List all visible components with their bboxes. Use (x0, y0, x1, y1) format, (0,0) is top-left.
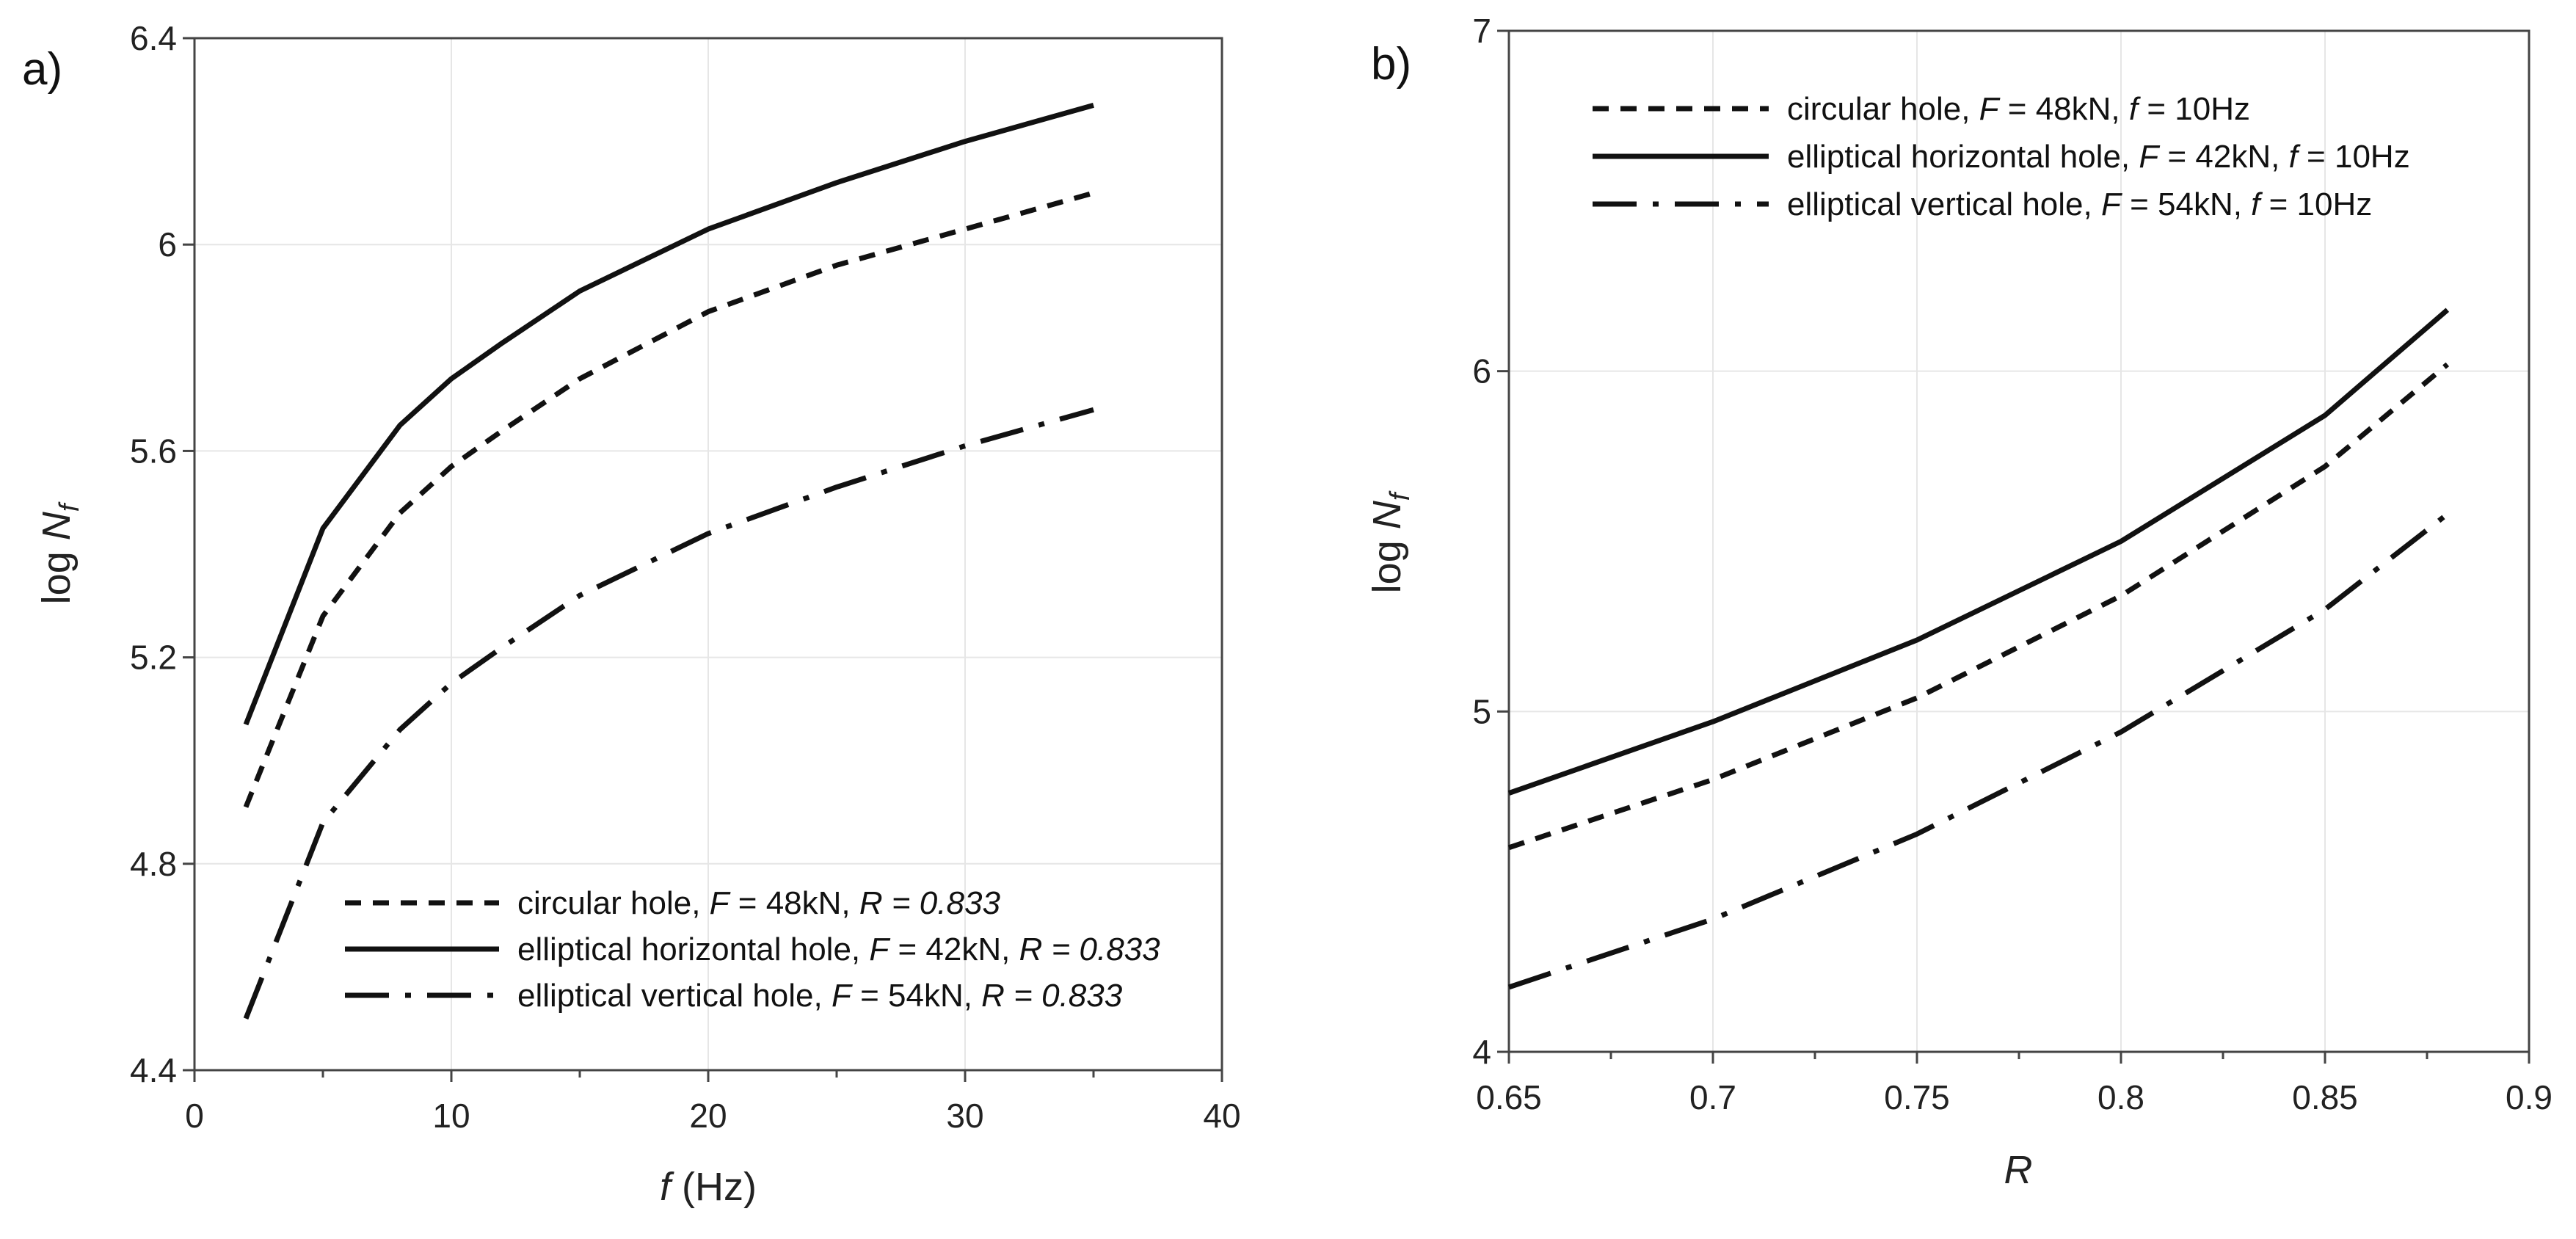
y-tick-label: 6.4 (130, 19, 177, 57)
series-line-elliptical-horizontal-hole (243, 103, 1094, 726)
x-tick-label: 0.7 (1689, 1078, 1736, 1116)
y-tick-label: 6 (1472, 352, 1491, 390)
y-tick-label: 7 (1472, 12, 1491, 50)
legend-label: elliptical vertical hole, F = 54kN, f = … (1787, 186, 2372, 222)
x-axis-label: f (Hz) (660, 1165, 757, 1209)
plot-frame (1507, 29, 2530, 1053)
y-tick-label: 6 (158, 225, 177, 264)
legend: circular hole, F = 48kN, R = 0.833 ellipt… (345, 885, 1160, 1014)
legend-label: elliptical vertical hole, F = 54kN, R = … (517, 978, 1123, 1014)
y-tick-label: 5 (1472, 692, 1491, 730)
legend-label: circular hole, F = 48kN, f = 10Hz (1787, 91, 2250, 127)
series-line-elliptical-horizontal-hole (1507, 308, 2450, 796)
legend: circular hole, F = 48kN, f = 10Hz ellipti… (1593, 91, 2410, 222)
y-tick-label: 4 (1472, 1033, 1491, 1071)
y-tick-label: 4.4 (130, 1051, 177, 1089)
x-tick-label: 0.9 (2506, 1078, 2553, 1116)
chart-a: 0 10 20 30 40 4.4 4.8 5.2 5.6 6 6.4 circular hole, … (22, 19, 1241, 1209)
x-tick-label: 10 (432, 1097, 470, 1135)
series-line-circular-hole (243, 190, 1094, 808)
chart-b: 0.65 0.7 0.75 0.8 0.85 0.9 4 5 6 7 circular hole, … (1365, 12, 2553, 1192)
x-tick-label: 0.65 (1476, 1078, 1542, 1116)
legend-label: elliptical horizontal hole, F = 42kN, f … (1787, 139, 2410, 175)
series-line-elliptical-vertical-hole (243, 407, 1094, 1020)
data-point (323, 822, 324, 823)
x-tick-label: 20 (689, 1097, 727, 1135)
x-tick-label: 0.8 (2097, 1078, 2144, 1116)
legend-label: circular hole, F = 48kN, R = 0.833 (517, 885, 1000, 921)
y-tick-label: 5.2 (130, 639, 177, 677)
data-point (2447, 514, 2448, 515)
x-tick-label: 0.75 (1884, 1078, 1950, 1116)
panel-label: b) (1371, 39, 1411, 90)
x-tick-label: 30 (946, 1097, 983, 1135)
y-axis-label: log Nf (1365, 490, 1416, 593)
series-line-elliptical-vertical-hole (1507, 512, 2449, 990)
legend-label: elliptical horizontal hole, F = 42kN, R … (517, 931, 1160, 967)
x-tick-label: 0 (185, 1097, 204, 1135)
y-tick-label: 4.8 (130, 845, 177, 883)
x-tick-label: 40 (1203, 1097, 1240, 1135)
x-axis-label: R (2004, 1148, 2033, 1192)
panel-label: a) (22, 44, 62, 95)
y-tick-label: 5.6 (130, 432, 177, 470)
y-axis-label: log Nf (34, 501, 85, 604)
x-tick-label: 0.85 (2292, 1078, 2358, 1116)
series-line-circular-hole (1507, 362, 2450, 851)
